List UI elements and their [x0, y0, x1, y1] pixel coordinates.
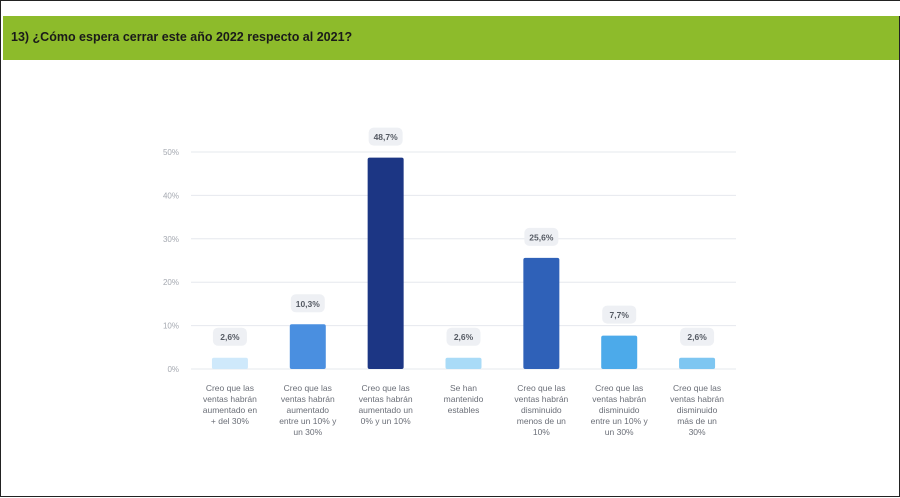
category-label: ventas habrán [670, 394, 724, 404]
category-label: Se han [450, 383, 477, 393]
category-label: Creo que las [595, 383, 643, 393]
data-label-pill [368, 127, 403, 146]
category-label: aumentado un [358, 405, 413, 415]
category-label: aumentado [287, 405, 330, 415]
bar [679, 357, 716, 369]
category-label: ventas habrán [203, 394, 257, 404]
data-label-pill [680, 327, 715, 346]
category-label: + del 30% [211, 416, 249, 426]
data-label-pill [290, 294, 325, 313]
category-label: un 30% [605, 427, 634, 437]
bar [289, 324, 326, 369]
category-label: mantenido [444, 394, 484, 404]
data-label: 2,6% [454, 332, 474, 342]
title-banner: 13) ¿Cómo espera cerrar este año 2022 re… [3, 16, 899, 60]
bar [367, 157, 404, 369]
category-label: un 30% [293, 427, 322, 437]
y-tick-label: 50% [163, 148, 179, 157]
category-label: ventas habrán [514, 394, 568, 404]
data-label: 2,6% [220, 332, 240, 342]
category-label: ventas habrán [359, 394, 413, 404]
category-label: más de un [677, 416, 717, 426]
y-tick-label: 30% [163, 235, 179, 244]
category-label: 10% [533, 427, 550, 437]
data-label: 25,6% [529, 232, 554, 242]
data-label: 2,6% [687, 332, 707, 342]
category-label: disminuido [521, 405, 562, 415]
page-title: 13) ¿Cómo espera cerrar este año 2022 re… [11, 30, 353, 44]
category-label: 0% y un 10% [361, 416, 412, 426]
category-label: entre un 10% y [279, 416, 337, 426]
category-label: aumentado en [203, 405, 258, 415]
y-tick-label: 40% [163, 191, 179, 200]
category-label: Creo que las [284, 383, 332, 393]
category-label: menos de un [517, 416, 566, 426]
data-label: 10,3% [296, 299, 321, 309]
category-label: Creo que las [517, 383, 565, 393]
category-label: Creo que las [362, 383, 410, 393]
y-tick-label: 0% [167, 365, 179, 374]
top-strip [1, 1, 900, 16]
data-label-pill [602, 305, 637, 324]
data-label-pill [212, 327, 247, 346]
bar [523, 257, 560, 369]
data-label: 48,7% [374, 132, 399, 142]
category-label: ventas habrán [281, 394, 335, 404]
data-label: 7,7% [610, 310, 630, 320]
category-label: Creo que las [673, 383, 721, 393]
category-label: ventas habrán [592, 394, 646, 404]
category-label: disminuido [677, 405, 718, 415]
bar [601, 335, 638, 369]
data-label-pill [524, 227, 559, 246]
data-label-pill [446, 327, 481, 346]
bar [211, 357, 248, 369]
category-label: estables [448, 405, 480, 415]
category-label: 30% [689, 427, 706, 437]
bar [445, 357, 482, 369]
y-tick-label: 20% [163, 278, 179, 287]
category-label: entre un 10% y [591, 416, 649, 426]
y-tick-label: 10% [163, 322, 179, 331]
category-label: Creo que las [206, 383, 254, 393]
category-label: disminuido [599, 405, 640, 415]
